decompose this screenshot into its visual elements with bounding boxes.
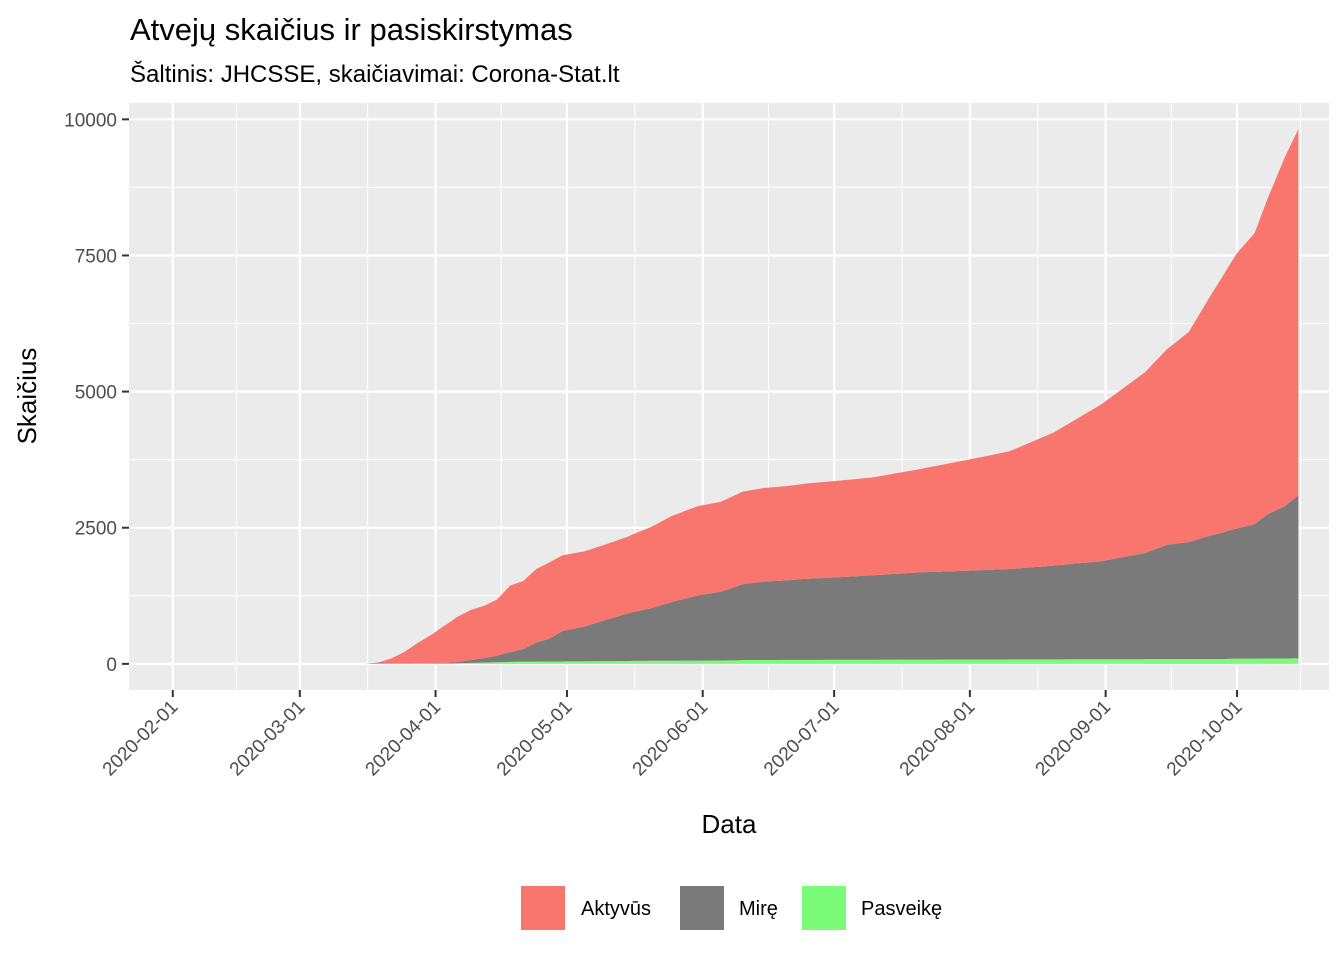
y-tick-label: 0 <box>106 655 117 676</box>
y-tick-label: 7500 <box>75 246 117 267</box>
x-tick-label: 2020-08-01 <box>896 697 980 781</box>
area-Pasveikę <box>365 658 1299 664</box>
x-tick-label: 2020-09-01 <box>1032 697 1116 781</box>
y-axis-title: Skaičius <box>12 348 42 445</box>
x-tick-label: 2020-10-01 <box>1163 697 1247 781</box>
area-Aktyvūs <box>365 129 1299 664</box>
legend-key-Aktyvūs <box>521 886 565 930</box>
area-Mirę <box>365 495 1299 664</box>
x-tick-label: 2020-07-01 <box>760 697 844 781</box>
legend: Aktyvūs Mirę Pasveikę <box>521 886 942 930</box>
legend-key-Mirę <box>680 886 724 930</box>
y-tick-label: 5000 <box>75 383 117 404</box>
chart-subtitle: Šaltinis: JHCSSE, skaičiavimai: Corona-S… <box>130 60 620 88</box>
y-tick-label: 2500 <box>75 519 117 540</box>
legend-label: Mirę <box>739 898 778 920</box>
x-tick-label: 2020-05-01 <box>493 697 577 781</box>
y-tick-label: 10000 <box>64 110 117 131</box>
series-areas <box>365 129 1299 664</box>
x-tick-label: 2020-02-01 <box>99 697 183 781</box>
legend-label: Pasveikę <box>861 898 942 920</box>
chart-title: Atvejų skaičius ir pasiskirstymas <box>130 12 573 47</box>
legend-key-Pasveikę <box>802 886 846 930</box>
x-axis-title: Data <box>702 809 757 839</box>
x-tick-label: 2020-04-01 <box>362 697 446 781</box>
legend-label: Aktyvūs <box>581 898 651 920</box>
x-tick-label: 2020-03-01 <box>226 697 310 781</box>
x-tick-label: 2020-06-01 <box>629 697 713 781</box>
